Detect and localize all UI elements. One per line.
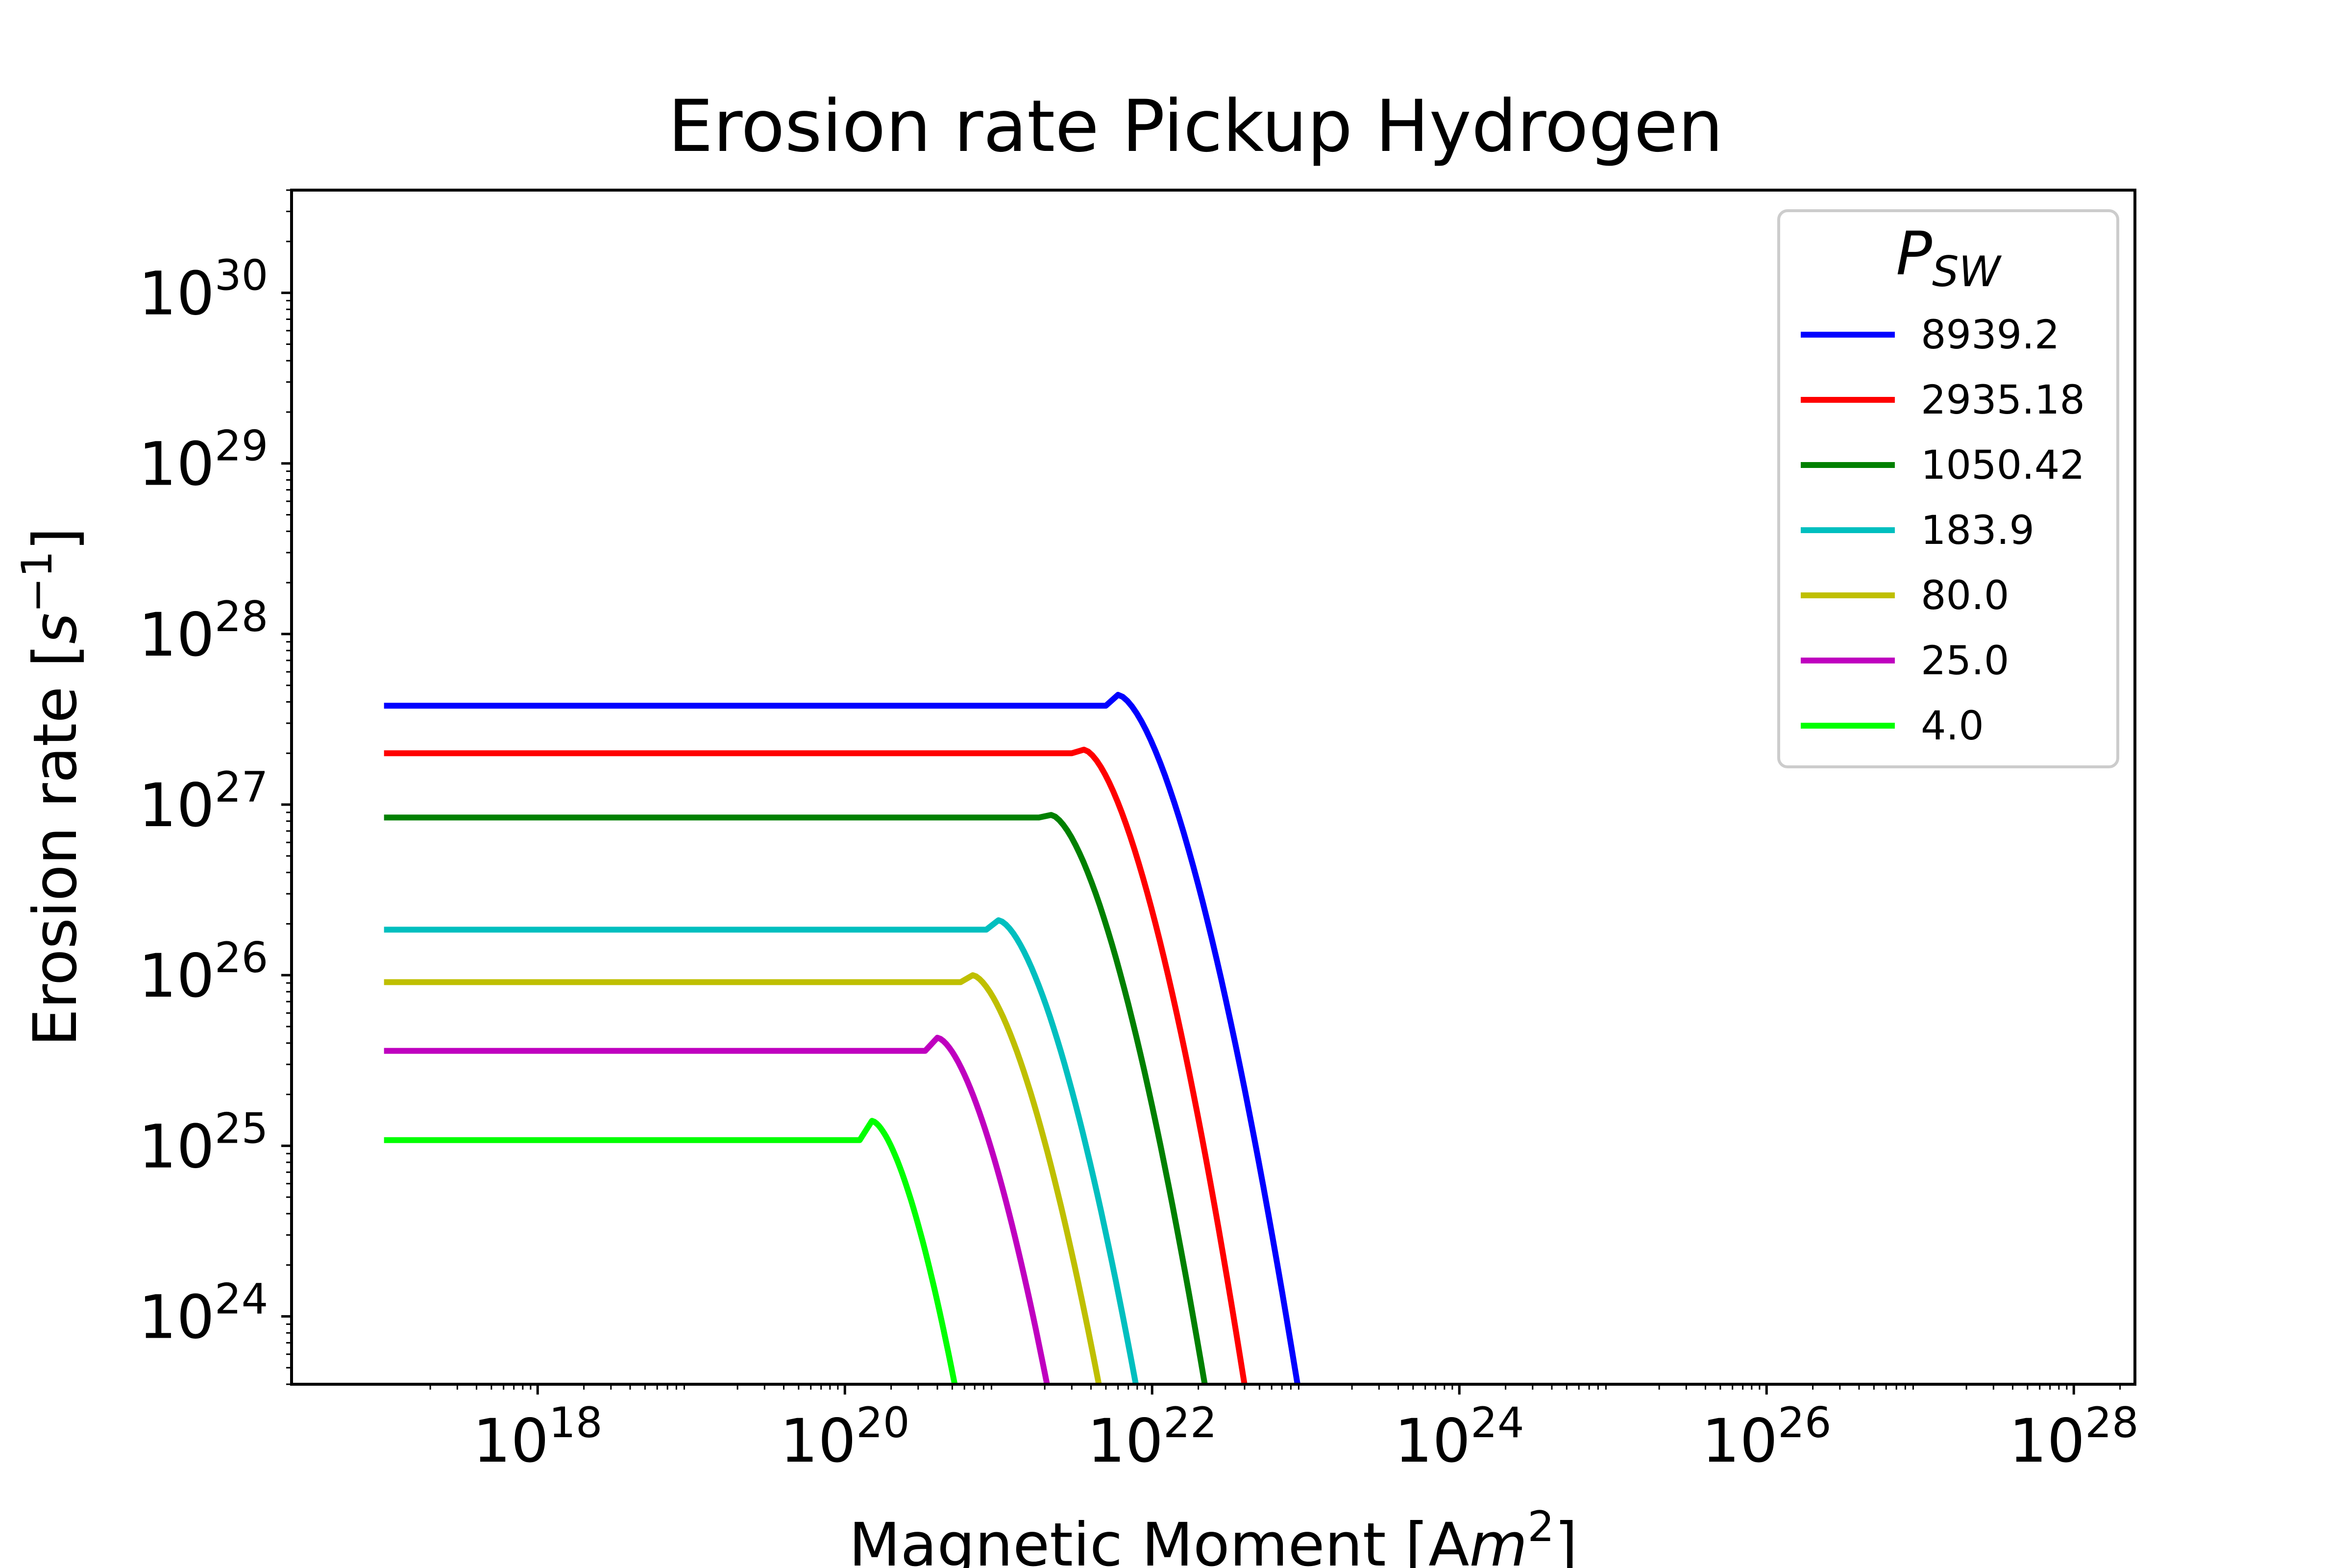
- legend-entry: 8939.2: [1921, 312, 2059, 358]
- series-line: [384, 972, 1102, 1384]
- y-tick-label: 1030: [139, 251, 269, 329]
- x-tick-label: 1020: [780, 1398, 910, 1476]
- x-tick-label: 1028: [2009, 1398, 2139, 1476]
- legend-entry: 4.0: [1921, 703, 1984, 749]
- x-tick-label: 1024: [1395, 1398, 1524, 1476]
- y-tick-label: 1026: [139, 933, 269, 1011]
- y-tick-label: 1024: [139, 1274, 269, 1352]
- x-tick-label: 1018: [473, 1398, 603, 1476]
- series-line: [384, 812, 1208, 1384]
- y-axis-label: Erosion rate [s−1]: [13, 527, 90, 1047]
- axes-frame: [290, 189, 2136, 1386]
- series-group: [384, 692, 1301, 1384]
- y-tick-label: 1028: [139, 592, 269, 670]
- legend-title: PSW: [1896, 219, 2002, 296]
- legend-entry: 183.9: [1921, 508, 2034, 554]
- series-line: [384, 692, 1301, 1384]
- series-line: [384, 746, 1248, 1384]
- legend-entry: 25.0: [1921, 638, 2009, 684]
- series-line: [384, 1118, 958, 1384]
- y-tick-label: 1029: [139, 422, 269, 499]
- y-tick-label: 1027: [139, 763, 269, 840]
- series-line: [384, 1034, 1050, 1384]
- x-tick-label: 1026: [1702, 1398, 1832, 1476]
- legend-entry: 80.0: [1921, 573, 2009, 619]
- y-tick-label: 1025: [139, 1104, 269, 1181]
- plot-area: 1018 1020 1022 1024 1026 1028 102410251026102…: [139, 189, 2139, 1476]
- x-axis-label: Magnetic Moment [Am2]: [849, 1502, 1577, 1568]
- x-axis-ticks: 1018 1020 1022 1024 1026 1028: [429, 1384, 2139, 1476]
- legend: PSW 8939.2 2935.18 1050.42 183.9 80.0 25.0 4.0: [1777, 209, 2119, 768]
- legend-entry: 1050.42: [1921, 442, 2085, 489]
- x-tick-label: 1022: [1087, 1398, 1217, 1476]
- legend-items: 8939.2 2935.18 1050.42 183.9 80.0 25.0 4.0: [1801, 312, 2085, 749]
- legend-entry: 2935.18: [1921, 377, 2085, 423]
- chart-title: Erosion rate Pickup Hydrogen: [668, 85, 1723, 168]
- y-axis-ticks: 1024 1025 1026 1027 1028 1029 1030: [139, 189, 292, 1385]
- series-line: [384, 917, 1139, 1384]
- legend-box: [1777, 209, 2119, 768]
